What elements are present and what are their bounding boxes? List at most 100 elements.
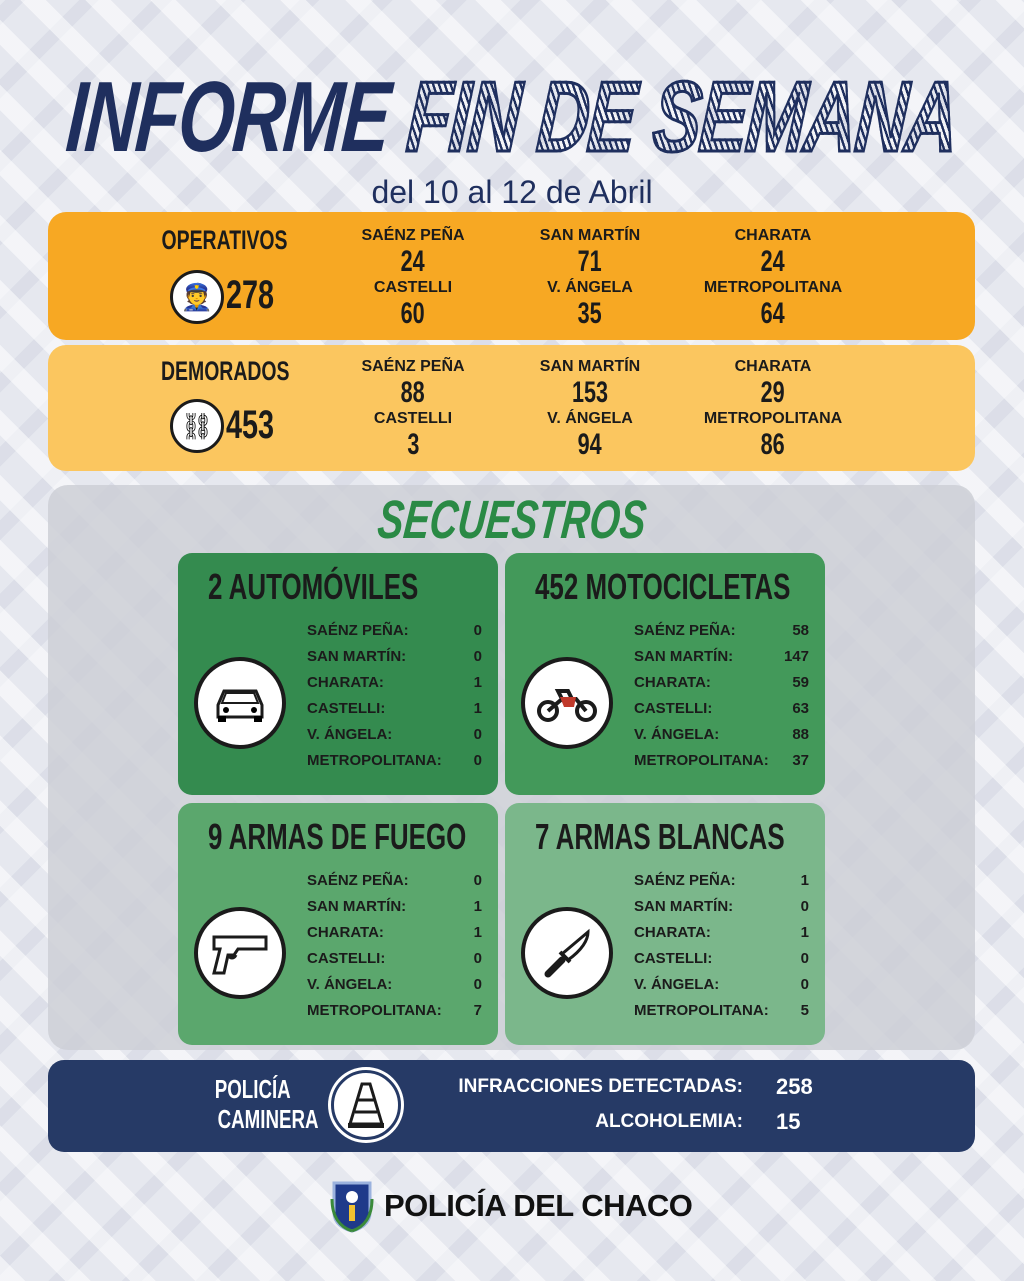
row-value: 0 bbox=[800, 976, 809, 993]
region-operativos: SAN MARTÍN 71 bbox=[505, 228, 675, 277]
secuestro-card: 7 ARMAS BLANCAS SAÉNZ PEÑA: 1 SAN MARTÍN… bbox=[505, 803, 825, 1045]
card-row: METROPOLITANA: 5 bbox=[634, 999, 809, 1023]
row-value: 0 bbox=[473, 726, 482, 743]
region-value: 153 bbox=[571, 376, 609, 409]
card-row: CHARATA: 1 bbox=[634, 921, 809, 945]
secuestros-title: SECUESTROS bbox=[375, 490, 649, 550]
region-name: V. ÁNGELA bbox=[547, 279, 633, 296]
card-row: METROPOLITANA: 37 bbox=[634, 749, 809, 773]
region-operativos: CASTELLI 60 bbox=[328, 280, 498, 329]
row-value: 0 bbox=[473, 976, 482, 993]
card-row: CHARATA: 1 bbox=[307, 921, 482, 945]
region-name: SAN MARTÍN bbox=[539, 227, 641, 244]
region-value: 24 bbox=[760, 245, 786, 278]
card-row: CASTELLI: 0 bbox=[634, 947, 809, 971]
police-officer-icon: 👮 bbox=[170, 270, 224, 324]
knife-icon bbox=[521, 907, 613, 999]
region-value: 88 bbox=[400, 376, 426, 409]
row-value: 5 bbox=[800, 1002, 809, 1019]
region-demorados: SAÉNZ PEÑA 88 bbox=[328, 359, 498, 408]
region-value: 64 bbox=[760, 297, 786, 330]
card-row: CHARATA: 59 bbox=[634, 671, 809, 695]
region-demorados: CHARATA 29 bbox=[688, 359, 858, 408]
row-value: 37 bbox=[792, 752, 809, 769]
region-value: 29 bbox=[760, 376, 786, 409]
card-row: METROPOLITANA: 7 bbox=[307, 999, 482, 1023]
row-label: SAÉNZ PEÑA: bbox=[307, 872, 409, 889]
alcoholemia-value: 15 bbox=[776, 1109, 801, 1134]
row-value: 1 bbox=[473, 700, 482, 717]
region-name: CASTELLI bbox=[373, 279, 453, 296]
row-label: SAÉNZ PEÑA: bbox=[634, 872, 736, 889]
row-value: 1 bbox=[800, 924, 809, 941]
card-row: V. ÁNGELA: 0 bbox=[634, 973, 809, 997]
row-label: METROPOLITANA: bbox=[307, 752, 442, 769]
car-icon bbox=[194, 657, 286, 749]
policia-caminera-band: POLICÍA CAMINERA INFRACCIONES DETECTADAS… bbox=[48, 1060, 975, 1152]
brand-name: POLICÍA DEL CHACO bbox=[384, 1188, 693, 1223]
secuestro-card: 9 ARMAS DE FUEGO SAÉNZ PEÑA: 0 SAN MARTÍ… bbox=[178, 803, 498, 1045]
region-value: 60 bbox=[400, 297, 426, 330]
infracciones-label: INFRACCIONES DETECTADAS: bbox=[458, 1076, 743, 1097]
card-title: 452 MOTOCICLETAS bbox=[535, 566, 791, 607]
row-label: CASTELLI: bbox=[634, 950, 713, 967]
region-name: METROPOLITANA bbox=[703, 279, 843, 296]
row-label: CHARATA: bbox=[634, 924, 711, 941]
card-row: V. ÁNGELA: 0 bbox=[307, 973, 482, 997]
page-title: INFORME FIN DE SEMANA bbox=[62, 60, 963, 175]
card-row: SAÉNZ PEÑA: 58 bbox=[634, 619, 809, 643]
row-value: 147 bbox=[783, 648, 809, 665]
row-label: CHARATA: bbox=[634, 674, 711, 691]
row-value: 1 bbox=[473, 924, 482, 941]
date-range: del 10 al 12 de Abril bbox=[371, 174, 653, 210]
pistol-icon bbox=[194, 907, 286, 999]
row-value: 1 bbox=[800, 872, 809, 889]
region-demorados: METROPOLITANA 86 bbox=[688, 411, 858, 460]
title-informe: INFORME bbox=[62, 61, 394, 173]
row-value: 1 bbox=[473, 898, 482, 915]
card-row: SAÉNZ PEÑA: 0 bbox=[307, 619, 482, 643]
card-row: SAN MARTÍN: 0 bbox=[634, 895, 809, 919]
card-row: SAN MARTÍN: 147 bbox=[634, 645, 809, 669]
alcoholemia-label: ALCOHOLEMIA: bbox=[595, 1111, 743, 1132]
traffic-cone-icon bbox=[331, 1070, 401, 1140]
region-operativos: V. ÁNGELA 35 bbox=[505, 280, 675, 329]
infracciones-value: 258 bbox=[776, 1074, 813, 1099]
demorados-label: DEMORADOS bbox=[160, 356, 290, 386]
row-label: V. ÁNGELA: bbox=[634, 976, 720, 993]
row-label: METROPOLITANA: bbox=[307, 1002, 442, 1019]
card-row: CASTELLI: 63 bbox=[634, 697, 809, 721]
region-name: CHARATA bbox=[734, 227, 812, 244]
card-row: SAÉNZ PEÑA: 0 bbox=[307, 869, 482, 893]
region-value: 71 bbox=[577, 245, 603, 278]
card-title: 7 ARMAS BLANCAS bbox=[535, 816, 785, 857]
row-label: CASTELLI: bbox=[634, 700, 713, 717]
row-label: SAN MARTÍN: bbox=[634, 898, 734, 915]
row-label: SAN MARTÍN: bbox=[634, 648, 734, 665]
row-label: SAN MARTÍN: bbox=[307, 648, 407, 665]
card-row: SAN MARTÍN: 0 bbox=[307, 645, 482, 669]
row-value: 1 bbox=[473, 674, 482, 691]
row-label: V. ÁNGELA: bbox=[634, 726, 720, 743]
row-value: 0 bbox=[473, 622, 482, 639]
card-row: CASTELLI: 0 bbox=[307, 947, 482, 971]
row-value: 63 bbox=[792, 700, 809, 717]
row-label: SAÉNZ PEÑA: bbox=[634, 622, 736, 639]
handcuffs-icon: ⛓ bbox=[170, 399, 224, 453]
card-row: SAN MARTÍN: 1 bbox=[307, 895, 482, 919]
region-operativos: SAÉNZ PEÑA 24 bbox=[328, 228, 498, 277]
row-label: V. ÁNGELA: bbox=[307, 726, 393, 743]
region-value: 86 bbox=[760, 428, 786, 461]
region-name: SAÉNZ PEÑA bbox=[361, 227, 465, 244]
region-demorados: CASTELLI 3 bbox=[328, 411, 498, 460]
row-value: 0 bbox=[473, 950, 482, 967]
card-title: 9 ARMAS DE FUEGO bbox=[208, 816, 467, 857]
region-operativos: CHARATA 24 bbox=[688, 228, 858, 277]
region-name: V. ÁNGELA bbox=[547, 410, 633, 427]
police-shield-logo bbox=[330, 1181, 374, 1233]
row-label: METROPOLITANA: bbox=[634, 752, 769, 769]
region-name: METROPOLITANA bbox=[703, 410, 843, 427]
region-value: 24 bbox=[400, 245, 426, 278]
region-demorados: V. ÁNGELA 94 bbox=[505, 411, 675, 460]
row-label: SAÉNZ PEÑA: bbox=[307, 622, 409, 639]
